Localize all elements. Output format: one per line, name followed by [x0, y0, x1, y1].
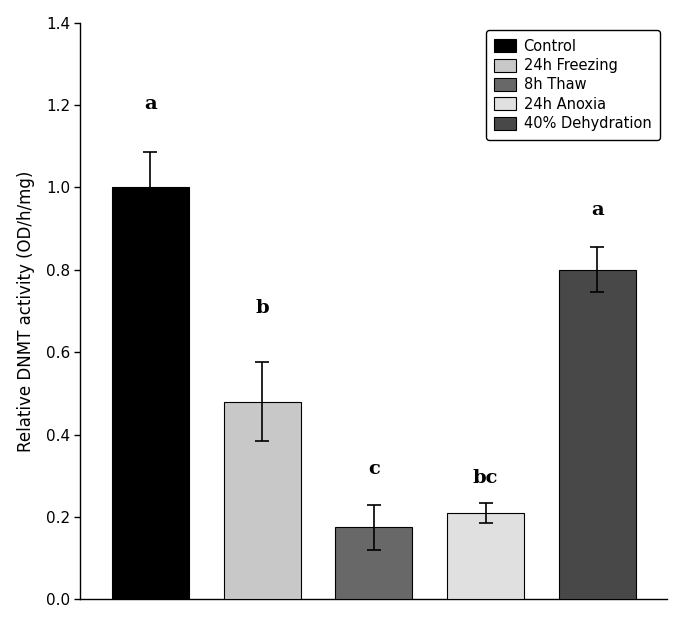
Y-axis label: Relative DNMT activity (OD/h/mg): Relative DNMT activity (OD/h/mg) [16, 170, 35, 452]
Text: a: a [591, 201, 604, 219]
Bar [224, 402, 300, 599]
Text: c: c [368, 460, 380, 478]
Text: b: b [255, 299, 269, 317]
Bar [559, 270, 636, 599]
Bar [112, 188, 189, 599]
Bar [447, 513, 524, 599]
Legend: Control, 24h Freezing, 8h Thaw, 24h Anoxia, 40% Dehydration: Control, 24h Freezing, 8h Thaw, 24h Anox… [486, 30, 660, 140]
Text: bc: bc [473, 469, 499, 487]
Bar [335, 528, 412, 599]
Text: a: a [144, 95, 157, 113]
